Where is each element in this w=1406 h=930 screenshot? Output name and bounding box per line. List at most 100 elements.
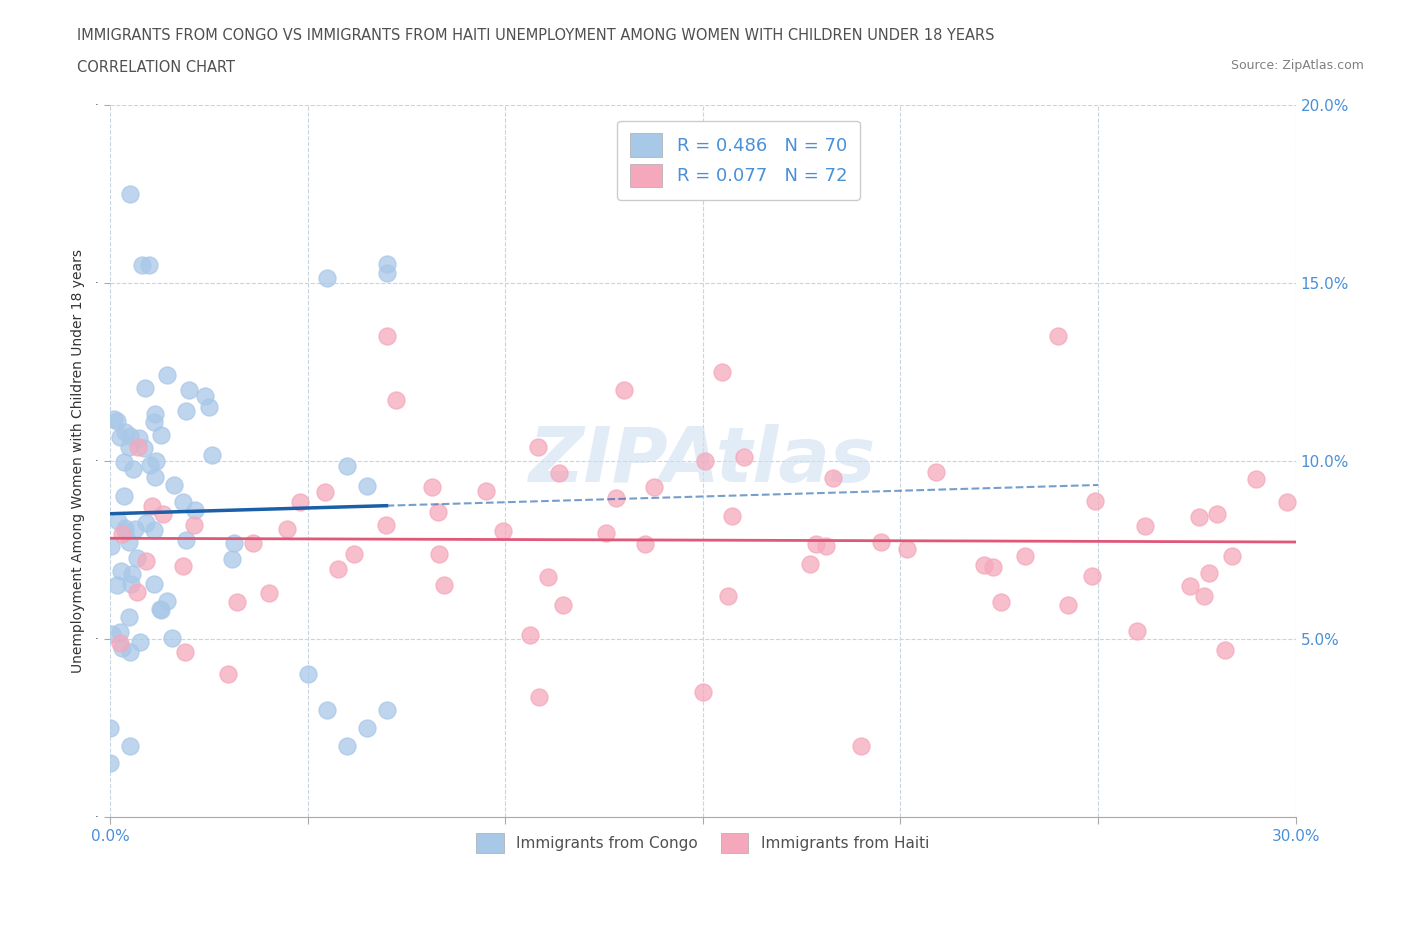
Point [634, 537, 657, 551]
Point [177, 382, 200, 397]
Point [143, 577, 166, 591]
Point [194, 388, 217, 403]
Point [375, 266, 398, 281]
Point [804, 537, 827, 551]
Point [100, 538, 122, 553]
Point [172, 559, 194, 574]
Point [242, 536, 264, 551]
Point [297, 667, 319, 682]
Point [1014, 549, 1036, 564]
Point [132, 441, 155, 456]
Point [134, 380, 156, 395]
Point [925, 464, 948, 479]
Point [145, 454, 167, 469]
Point [433, 578, 456, 592]
Text: ZIPAtlas: ZIPAtlas [529, 424, 876, 498]
Point [135, 553, 157, 568]
Point [1080, 568, 1102, 583]
Point [328, 562, 350, 577]
Text: IMMIGRANTS FROM CONGO VS IMMIGRANTS FROM HAITI UNEMPLOYMENT AMONG WOMEN WITH CHI: IMMIGRANTS FROM CONGO VS IMMIGRANTS FROM… [77, 28, 995, 43]
Point [172, 495, 194, 510]
Point [375, 328, 398, 343]
Point [1275, 495, 1298, 510]
Point [1198, 566, 1220, 581]
Point [343, 546, 366, 561]
Point [492, 524, 515, 538]
Point [1192, 589, 1215, 604]
Point [124, 522, 146, 537]
Text: Source: ZipAtlas.com: Source: ZipAtlas.com [1230, 59, 1364, 72]
Point [276, 521, 298, 536]
Point [107, 513, 129, 528]
Point [135, 515, 157, 530]
Point [605, 491, 627, 506]
Point [821, 471, 844, 485]
Point [125, 551, 148, 565]
Point [990, 594, 1012, 609]
Point [869, 535, 891, 550]
Point [475, 484, 498, 498]
Point [156, 367, 179, 382]
Point [537, 570, 560, 585]
Point [110, 564, 132, 578]
Point [112, 455, 135, 470]
Point [108, 624, 131, 639]
Point [143, 523, 166, 538]
Point [183, 517, 205, 532]
Point [527, 690, 550, 705]
Point [374, 518, 396, 533]
Point [314, 485, 336, 499]
Point [1220, 548, 1243, 563]
Point [138, 458, 160, 472]
Point [693, 454, 716, 469]
Point [197, 400, 219, 415]
Point [114, 425, 136, 440]
Point [814, 538, 837, 553]
Point [375, 257, 398, 272]
Point [143, 406, 166, 421]
Point [1178, 578, 1201, 593]
Point [118, 738, 141, 753]
Point [107, 578, 129, 592]
Point [108, 636, 131, 651]
Point [112, 488, 135, 503]
Point [143, 470, 166, 485]
Point [108, 430, 131, 445]
Point [149, 603, 172, 618]
Point [973, 558, 995, 573]
Point [111, 641, 134, 656]
Point [200, 447, 222, 462]
Point [174, 644, 197, 659]
Point [127, 439, 149, 454]
Point [122, 462, 145, 477]
Point [519, 628, 541, 643]
Point [1084, 494, 1107, 509]
Point [128, 431, 150, 445]
Point [375, 702, 398, 717]
Point [1133, 519, 1156, 534]
Point [118, 186, 141, 201]
Point [526, 439, 548, 454]
Point [259, 585, 281, 600]
Point [138, 258, 160, 272]
Point [111, 527, 134, 542]
Point [692, 684, 714, 699]
Point [356, 720, 378, 735]
Point [98, 756, 121, 771]
Point [141, 498, 163, 513]
Point [336, 738, 359, 753]
Y-axis label: Unemployment Among Women with Children Under 18 years: Unemployment Among Women with Children U… [72, 248, 86, 672]
Point [142, 415, 165, 430]
Legend: Immigrants from Congo, Immigrants from Haiti: Immigrants from Congo, Immigrants from H… [471, 827, 935, 859]
Text: CORRELATION CHART: CORRELATION CHART [77, 60, 235, 75]
Point [183, 502, 205, 517]
Point [288, 494, 311, 509]
Point [162, 631, 184, 645]
Point [114, 520, 136, 535]
Point [103, 412, 125, 427]
Point [150, 428, 173, 443]
Point [221, 551, 243, 566]
Point [711, 365, 734, 379]
Point [385, 392, 408, 407]
Point [1126, 623, 1149, 638]
